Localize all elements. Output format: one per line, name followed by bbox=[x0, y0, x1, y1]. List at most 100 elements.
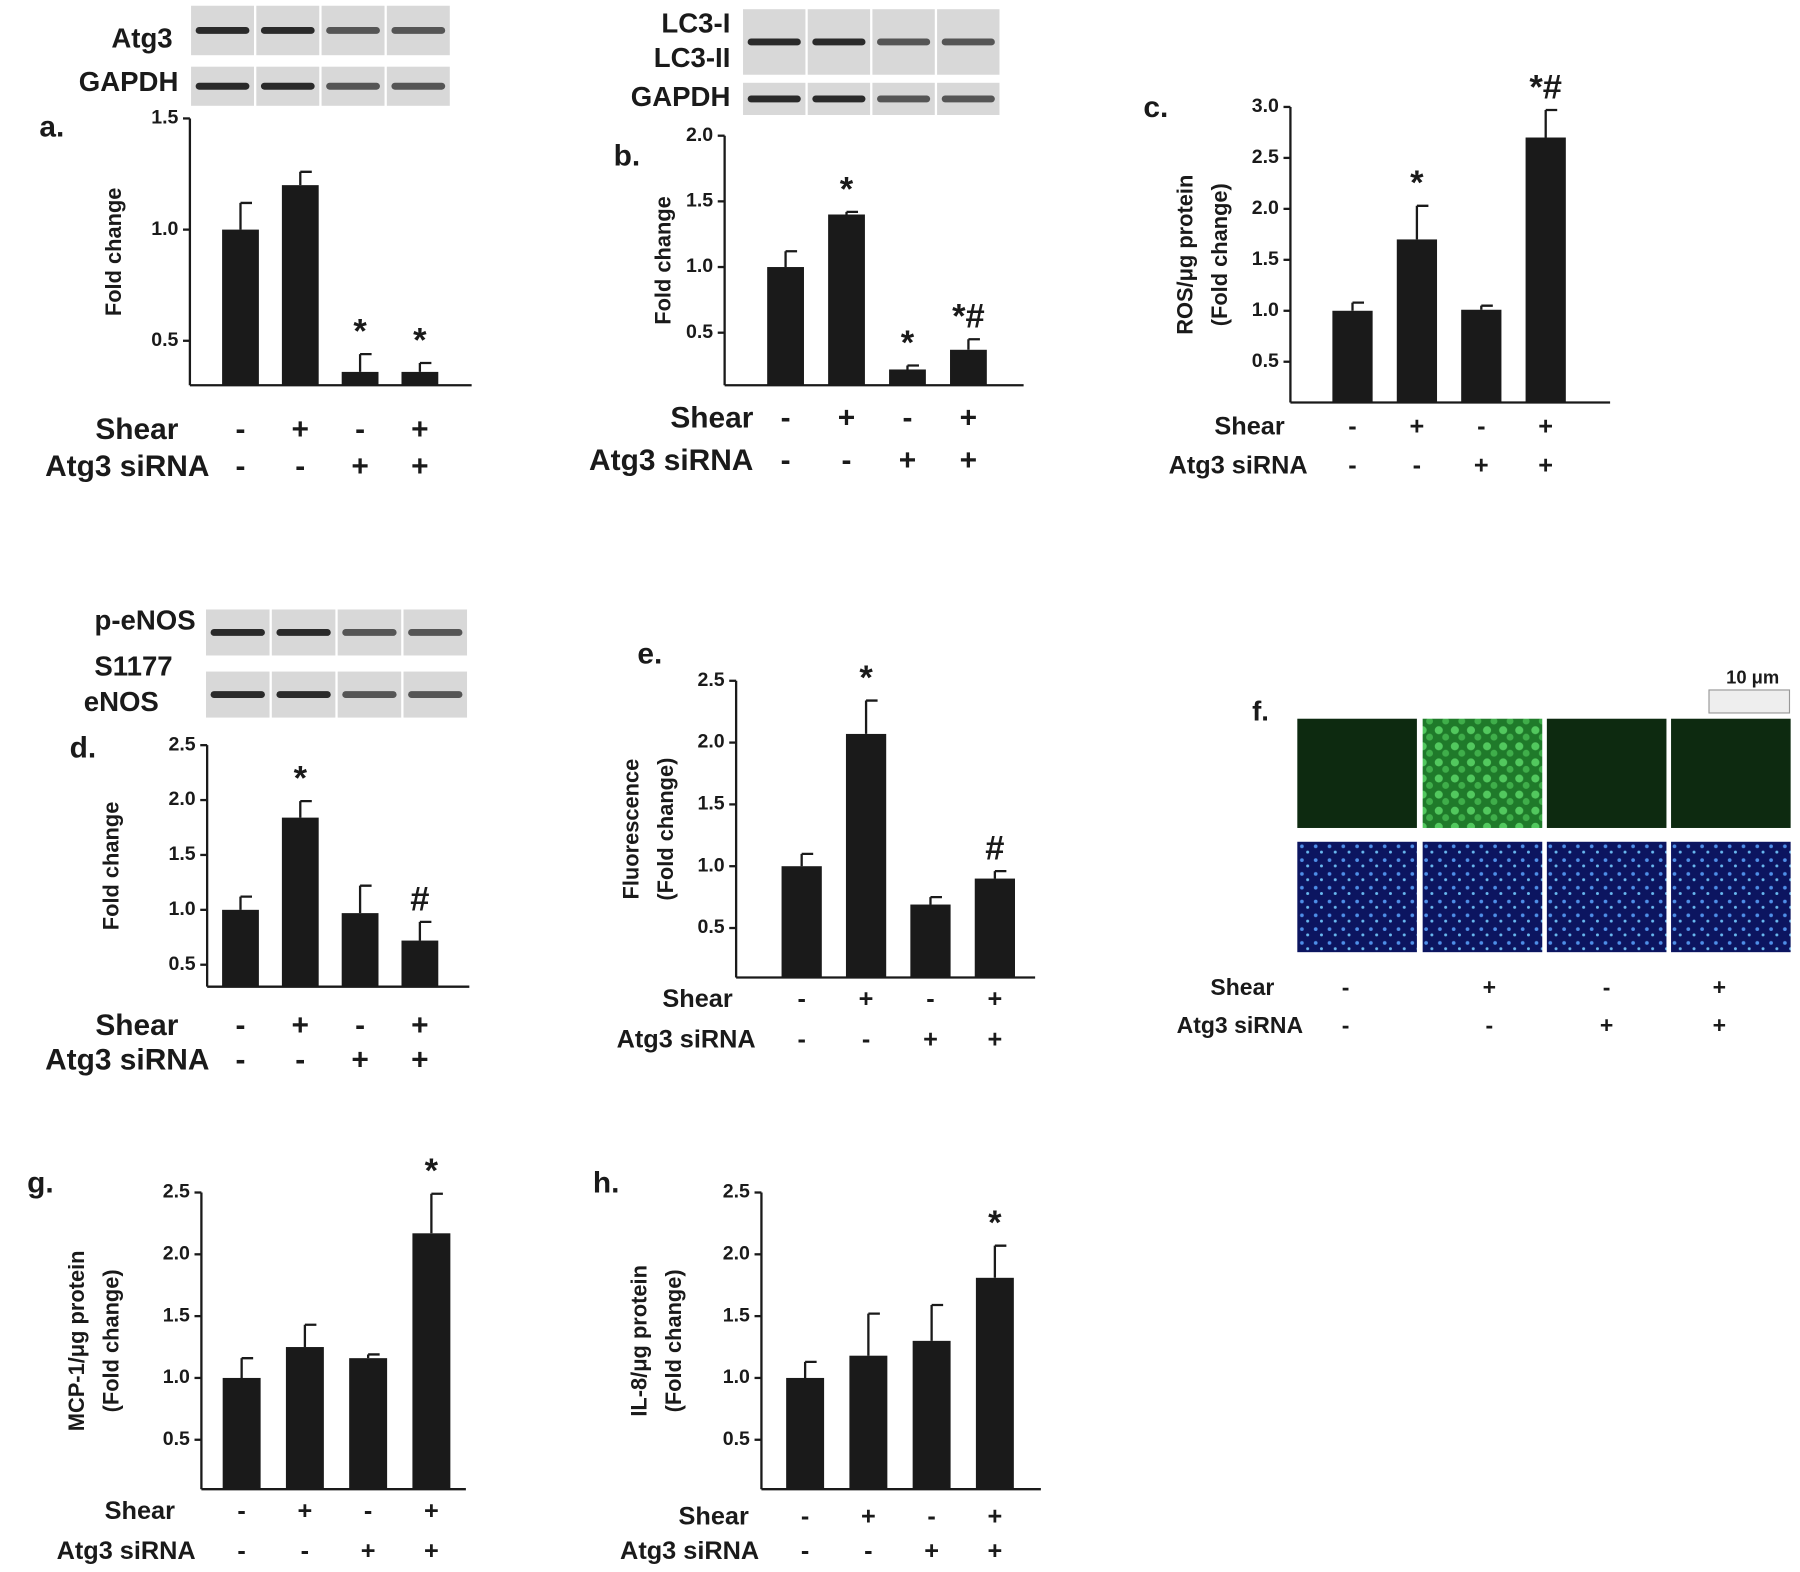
fluorescence-image bbox=[1422, 718, 1543, 828]
bar bbox=[281, 817, 319, 987]
error-bar bbox=[239, 895, 252, 910]
row-value: + bbox=[1538, 412, 1553, 440]
row-value: - bbox=[1342, 974, 1350, 1000]
error-bar bbox=[358, 352, 372, 372]
blot-band bbox=[326, 27, 380, 34]
row-value: - bbox=[236, 450, 246, 483]
error-bar bbox=[906, 364, 919, 370]
row-value: - bbox=[236, 1009, 246, 1042]
y-tick-label: 1.0 bbox=[723, 1366, 750, 1388]
error-bar bbox=[299, 800, 312, 818]
blot-label: eNOS bbox=[84, 686, 159, 717]
row-label: Atg3 siRNA bbox=[1169, 452, 1308, 480]
row-value: + bbox=[1483, 974, 1496, 1000]
bar bbox=[974, 878, 1015, 978]
row-value: + bbox=[411, 1009, 428, 1042]
blot-band bbox=[326, 82, 380, 90]
row-value: - bbox=[1342, 1012, 1350, 1038]
y-tick-label: 0.5 bbox=[686, 321, 713, 343]
y-tick-label: 2.5 bbox=[1252, 146, 1279, 168]
error-bar bbox=[993, 1244, 1007, 1278]
row-value: - bbox=[926, 985, 934, 1013]
blot-band bbox=[210, 629, 265, 636]
row-value: + bbox=[1713, 974, 1726, 1000]
panel-label: c. bbox=[1143, 91, 1168, 124]
significance: *# bbox=[952, 298, 985, 336]
y-tick-label: 1.5 bbox=[168, 843, 195, 865]
y-tick-label: 2.5 bbox=[723, 1181, 750, 1203]
blot-band bbox=[276, 629, 331, 636]
row-label: Shear bbox=[670, 402, 753, 435]
error-bar bbox=[366, 1353, 380, 1359]
row-label: Atg3 siRNA bbox=[45, 1043, 209, 1076]
bar bbox=[349, 1358, 388, 1490]
blot-band bbox=[391, 82, 446, 90]
row-label: Atg3 siRNA bbox=[57, 1537, 196, 1565]
blot-band bbox=[877, 95, 931, 103]
row-value: + bbox=[987, 1537, 1002, 1565]
y-axis-label: (Fold change) bbox=[653, 758, 678, 901]
blot-band bbox=[877, 38, 931, 46]
bar bbox=[767, 267, 804, 386]
error-bar bbox=[930, 1303, 944, 1341]
error-bar bbox=[864, 699, 878, 734]
y-tick-label: 0.5 bbox=[168, 953, 195, 975]
row-value: - bbox=[1348, 412, 1356, 440]
row-value: - bbox=[797, 985, 805, 1013]
blot-band bbox=[941, 38, 995, 46]
row-value: - bbox=[927, 1503, 935, 1531]
y-tick-label: 2.0 bbox=[697, 731, 724, 753]
significance: * bbox=[425, 1152, 439, 1190]
scale-bar-label: 10 μm bbox=[1726, 666, 1779, 687]
blot-label: LC3-I bbox=[661, 8, 730, 39]
row-value: - bbox=[801, 1537, 809, 1565]
bar bbox=[1525, 137, 1566, 403]
significance: * bbox=[1410, 164, 1424, 202]
row-value: - bbox=[781, 402, 791, 435]
y-tick-label: 0.5 bbox=[697, 916, 724, 938]
row-value: - bbox=[355, 413, 365, 446]
row-label: Shear bbox=[662, 985, 732, 1013]
bar bbox=[786, 1377, 825, 1490]
error-bar bbox=[929, 895, 942, 905]
blot-band bbox=[195, 82, 250, 90]
blot-band bbox=[260, 27, 315, 34]
nuclei-image bbox=[1422, 841, 1543, 953]
row-value: - bbox=[237, 1537, 245, 1565]
bar bbox=[828, 214, 865, 386]
blot-label: Atg3 bbox=[111, 23, 172, 54]
error-bar bbox=[1544, 108, 1558, 138]
fluorescence-image bbox=[1546, 718, 1667, 828]
panel-label: a. bbox=[39, 111, 64, 144]
y-axis-label: MCP-1/μg protein bbox=[64, 1251, 89, 1432]
y-axis-label: Fold change bbox=[99, 802, 124, 931]
fluorescence-image bbox=[1671, 718, 1791, 828]
row-label: Atg3 siRNA bbox=[620, 1537, 759, 1565]
row-value: + bbox=[298, 1497, 313, 1525]
row-label: Shear bbox=[95, 1009, 178, 1042]
y-axis-label: Fold change bbox=[101, 188, 126, 317]
row-value: - bbox=[862, 1025, 870, 1053]
row-value: + bbox=[1538, 452, 1553, 480]
y-tick-label: 2.5 bbox=[697, 669, 724, 691]
blot-band bbox=[342, 629, 397, 636]
error-bar bbox=[239, 201, 252, 230]
blot-band bbox=[812, 38, 866, 46]
error-bar bbox=[303, 1323, 317, 1348]
y-tick-label: 1.0 bbox=[163, 1366, 190, 1388]
significance: * bbox=[901, 324, 915, 362]
y-axis-label: (Fold change) bbox=[99, 1269, 124, 1412]
row-value: + bbox=[1410, 412, 1425, 440]
row-label: Shear bbox=[679, 1503, 749, 1531]
y-tick-label: 1.5 bbox=[151, 107, 178, 129]
blot-band bbox=[260, 82, 315, 90]
row-value: - bbox=[1413, 452, 1421, 480]
scale-bar bbox=[1708, 689, 1791, 714]
bar bbox=[401, 371, 439, 386]
significance: # bbox=[410, 880, 429, 918]
nuclei-image bbox=[1297, 841, 1417, 953]
significance: * bbox=[413, 321, 427, 359]
bar bbox=[341, 913, 379, 987]
nuclei-image bbox=[1546, 841, 1667, 953]
